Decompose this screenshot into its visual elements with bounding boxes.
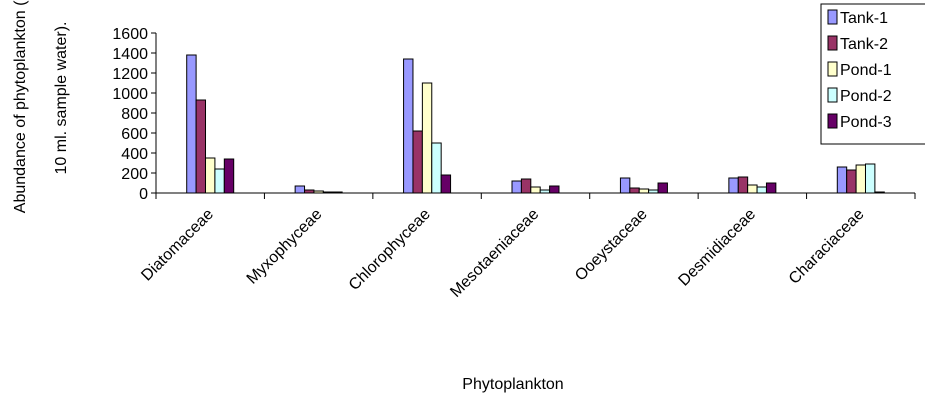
bar-tank-2-desmidiaceae xyxy=(737,176,749,194)
legend: Tank-1 Tank-2 Pond-1 Pond-2 Pond-3 xyxy=(820,3,925,145)
bar-pond-2-diatomaceae xyxy=(214,168,225,194)
x-tick-label: Characiaceae xyxy=(786,206,868,288)
bar-pond-1-ooeystaceae xyxy=(638,188,650,194)
legend-label-pond-3: Pond-3 xyxy=(840,114,892,131)
legend-swatch-tank-1 xyxy=(827,9,838,25)
bar-pond-3-chlorophyceae xyxy=(440,174,452,194)
bar-pond-3-mesotaeniaceae xyxy=(549,185,560,194)
bar-tank-2-chlorophyceae xyxy=(412,130,423,194)
bar-pond-2-desmidiaceae xyxy=(756,186,767,194)
bar-pond-1-desmidiaceae xyxy=(747,184,758,194)
bar-tank-2-characiaceae xyxy=(846,169,857,194)
bar-tank-1-desmidiaceae xyxy=(728,177,739,194)
bar-pond-3-diatomaceae xyxy=(223,158,235,194)
bar-pond-1-diatomaceae xyxy=(205,157,216,194)
bar-pond-3-desmidiaceae xyxy=(765,182,777,194)
legend-swatch-tank-2 xyxy=(827,35,838,51)
y-axis-title-line-2: 10 ml. sample water). xyxy=(53,22,70,175)
bar-tank-2-mesotaeniaceae xyxy=(520,178,532,194)
y-tick-label: 0 xyxy=(139,186,148,203)
bar-tank-1-myxophyceae xyxy=(294,185,306,194)
y-tick-label: 600 xyxy=(121,126,148,143)
y-tick-label: 800 xyxy=(121,106,148,123)
x-tick-label: Desmidiaceae xyxy=(675,206,759,290)
legend-label-tank-2: Tank-2 xyxy=(840,36,888,53)
legend-swatch-pond-2 xyxy=(827,87,838,103)
bar-tank-2-ooeystaceae xyxy=(629,187,640,194)
x-axis: Diatomaceae Myxophyceae Chlorophyceae Mesot… xyxy=(138,192,916,301)
x-tick-label: Ooeystaceae xyxy=(572,206,651,285)
bar-pond-1-mesotaeniaceae xyxy=(530,186,541,194)
bar-pond-3-ooeystaceae xyxy=(657,182,668,194)
y-tick-label: 200 xyxy=(121,166,148,183)
bar-tank-2-diatomaceae xyxy=(195,99,207,194)
bar-pond-1-chlorophyceae xyxy=(421,82,433,194)
bar-tank-1-chlorophyceae xyxy=(403,58,414,194)
x-tick-label: Chlorophyceae xyxy=(346,206,434,294)
x-axis-title: Phytoplankton xyxy=(462,376,563,393)
legend-label-pond-2: Pond-2 xyxy=(840,88,892,105)
y-tick-label: 1000 xyxy=(112,86,148,103)
x-tick-label: Myxophyceae xyxy=(244,206,326,288)
legend-swatch-pond-3 xyxy=(827,113,838,129)
bar-pond-2-chlorophyceae xyxy=(431,142,442,194)
bar-tank-1-diatomaceae xyxy=(186,54,197,194)
y-axis: 0 200 400 600 800 1000 1200 1400 1600 xyxy=(112,26,157,203)
legend-label-tank-1: Tank-1 xyxy=(840,10,888,27)
x-tick-label: Diatomaceae xyxy=(138,206,217,285)
legend-box xyxy=(820,3,925,145)
y-tick-label: 1200 xyxy=(112,66,148,83)
x-tick-label: Mesotaeniaceae xyxy=(447,206,542,301)
bar-pond-2-characiaceae xyxy=(864,163,876,194)
y-tick-label: 400 xyxy=(121,146,148,163)
bar-tank-1-ooeystaceae xyxy=(619,177,631,194)
legend-label-pond-1: Pond-1 xyxy=(840,62,892,79)
bar-pond-1-characiaceae xyxy=(855,164,866,194)
y-axis-title-line-1: Abundance of phytoplankton (pe xyxy=(12,0,29,213)
bar-tank-1-characiaceae xyxy=(836,166,848,194)
y-tick-label: 1600 xyxy=(112,26,148,43)
plot-area xyxy=(186,54,885,194)
y-tick-label: 1400 xyxy=(112,46,148,63)
legend-swatch-pond-1 xyxy=(827,61,838,77)
bar-tank-1-mesotaeniaceae xyxy=(511,180,522,194)
